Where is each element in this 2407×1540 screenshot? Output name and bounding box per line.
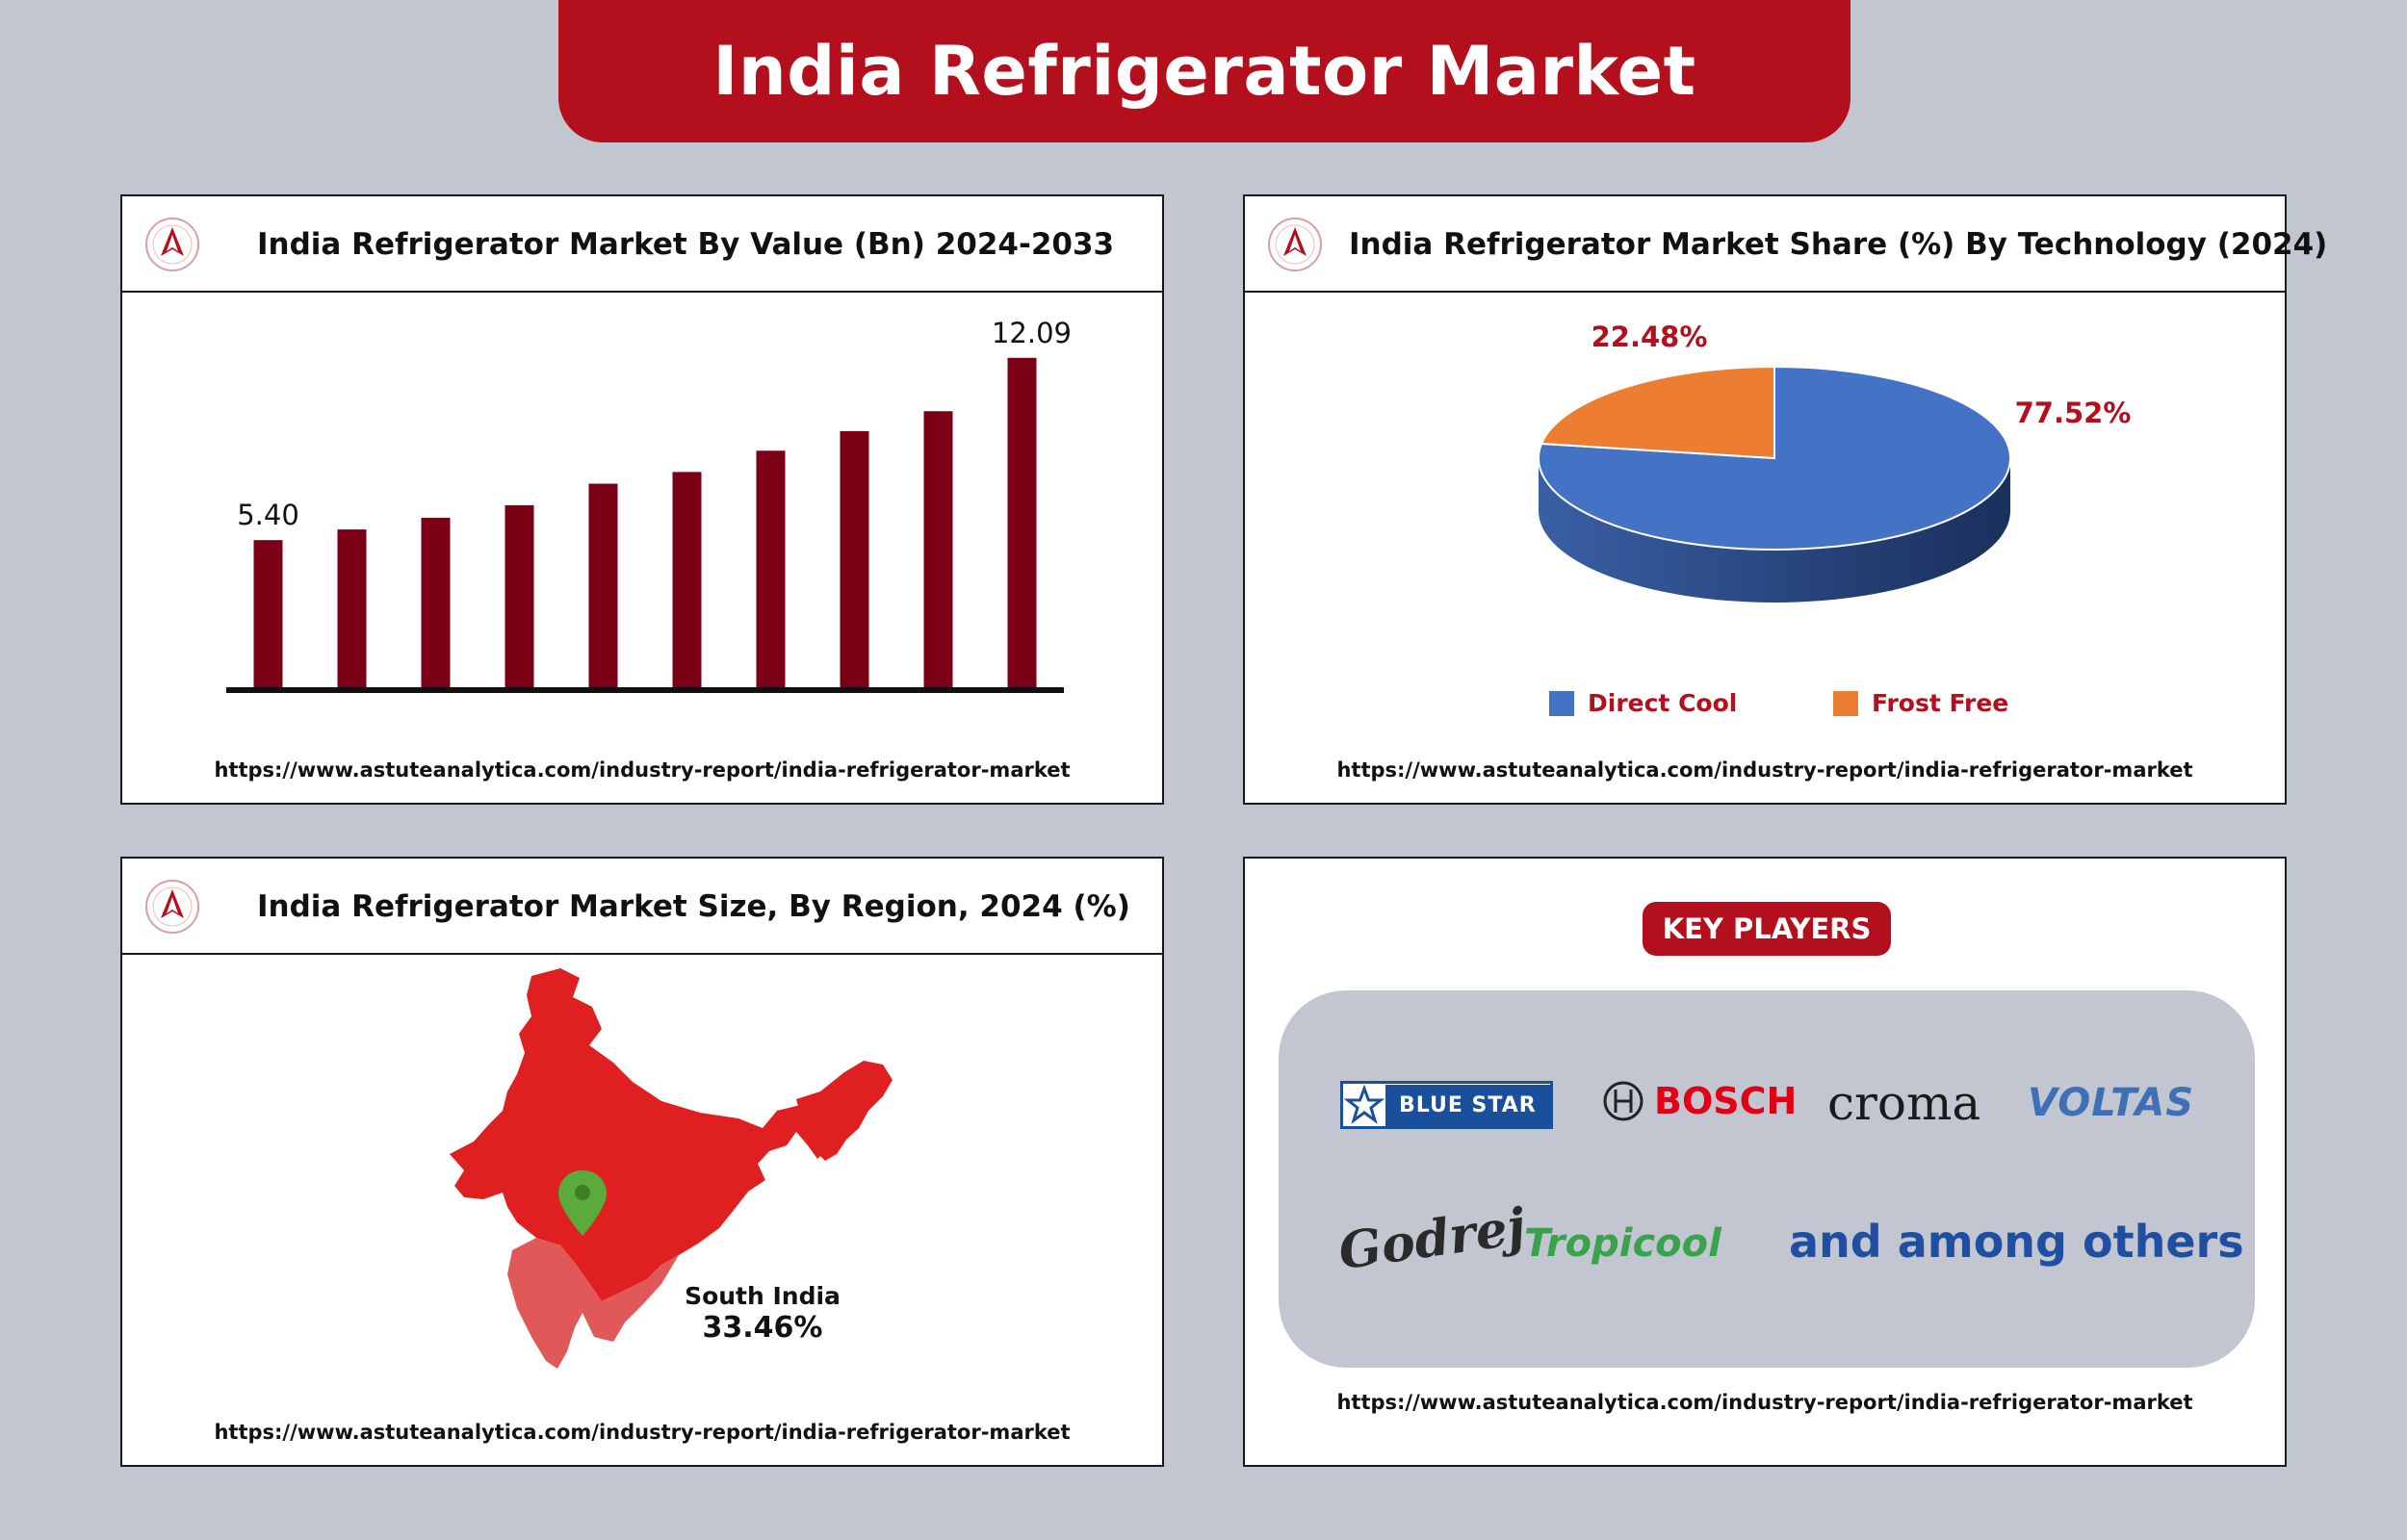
- pie-label-direct-cool: 77.52%: [2015, 397, 2132, 429]
- source-url[interactable]: https://www.astuteanalytica.com/industry…: [214, 1421, 1071, 1444]
- source-url[interactable]: https://www.astuteanalytica.com/industry…: [214, 758, 1071, 782]
- astute-logo-icon: [145, 218, 199, 271]
- bosch-logo: BOSCH: [1602, 1080, 1797, 1122]
- bluestar-star-icon: [1343, 1084, 1385, 1126]
- data-label: 12.09: [992, 317, 1072, 349]
- bar-2026: [421, 517, 451, 687]
- legend-item-direct-cool: Direct Cool: [1549, 689, 1737, 717]
- bar-2029: [672, 472, 702, 687]
- india-map: [450, 968, 893, 1369]
- panel-header: India Refrigerator Market Share (%) By T…: [1245, 196, 2327, 293]
- technology-chart-title: India Refrigerator Market Share (%) By T…: [1349, 227, 2328, 262]
- legend-item-frost-free: Frost Free: [1833, 689, 2008, 717]
- voltas-logo: VOLTAS: [2028, 1081, 2195, 1125]
- region-map-title: India Refrigerator Market Size, By Regio…: [257, 889, 1130, 924]
- source-url[interactable]: https://www.astuteanalytica.com/industry…: [1336, 1391, 2193, 1414]
- pie-side-direct-cool: [1539, 458, 2010, 603]
- legend-label-direct-cool: Direct Cool: [1588, 689, 1738, 717]
- value-chart-panel: India Refrigerator Market By Value (Bn) …: [120, 194, 1164, 805]
- legend-label-frost-free: Frost Free: [1872, 689, 2009, 717]
- region-name: South India: [685, 1282, 841, 1310]
- pie-slice-direct-cool: [1538, 365, 2011, 551]
- panel-header: India Refrigerator Market By Value (Bn) …: [122, 196, 1162, 293]
- india-map-south: [507, 1238, 679, 1369]
- astute-logo-icon: [1268, 218, 1322, 271]
- bosch-armature-icon: [1603, 1081, 1643, 1121]
- region-map-panel: India Refrigerator Market Size, By Regio…: [120, 857, 1164, 1467]
- india-map-north: [450, 968, 883, 1301]
- data-label: 5.40: [237, 499, 299, 531]
- panel-header: India Refrigerator Market Size, By Regio…: [122, 859, 1162, 955]
- legend-swatch-frost-free: [1833, 690, 1858, 716]
- bar-2032: [923, 411, 953, 687]
- pie-slice-frost-free: [1540, 365, 1775, 460]
- pie-chart: 77.52% 22.48%: [1538, 321, 2132, 603]
- bar-chart: 20245.4020252026202720282029203020312032…: [226, 317, 1072, 693]
- source-url[interactable]: https://www.astuteanalytica.com/industry…: [1336, 758, 2193, 782]
- bar-2025: [337, 529, 367, 687]
- tropicool-logo: Tropicool: [1524, 1221, 1721, 1266]
- bar-2030: [756, 450, 786, 687]
- bar-2033: [1007, 357, 1037, 687]
- bosch-text: BOSCH: [1654, 1080, 1798, 1122]
- region-value: 33.46%: [702, 1311, 823, 1345]
- key-players-badge: KEY PLAYERS: [1643, 902, 1891, 956]
- astute-logo-icon: [145, 880, 199, 934]
- others-text: and among others: [1789, 1216, 2244, 1268]
- value-chart-title: India Refrigerator Market By Value (Bn) …: [257, 227, 1115, 262]
- bar-2028: [588, 483, 618, 687]
- bluestar-text: BLUE STAR: [1385, 1084, 1550, 1126]
- india-map-northeast: [796, 1061, 893, 1161]
- legend-swatch-direct-cool: [1549, 690, 1574, 716]
- page-title: India Refrigerator Market: [712, 32, 1696, 111]
- bar-2027: [505, 504, 534, 687]
- bar-2024: [253, 540, 283, 687]
- bluestar-logo: BLUE STAR: [1340, 1081, 1553, 1129]
- pie-label-frost-free: 22.48%: [1592, 321, 1708, 353]
- technology-chart-panel: India Refrigerator Market Share (%) By T…: [1243, 194, 2327, 805]
- banner: India Refrigerator Market: [558, 0, 1851, 142]
- key-players-box: BLUE STAR BOSCH croma VOLTAS Godrej Trop…: [1279, 990, 2255, 1368]
- key-players-panel: KEY PLAYERS BLUE STAR BOSCH croma VOLTAS…: [1243, 857, 2287, 1467]
- godrej-logo: Godrej: [1334, 1196, 1530, 1282]
- croma-logo: croma: [1827, 1075, 1981, 1131]
- location-pin-icon: [558, 1170, 607, 1236]
- bar-2031: [840, 430, 869, 687]
